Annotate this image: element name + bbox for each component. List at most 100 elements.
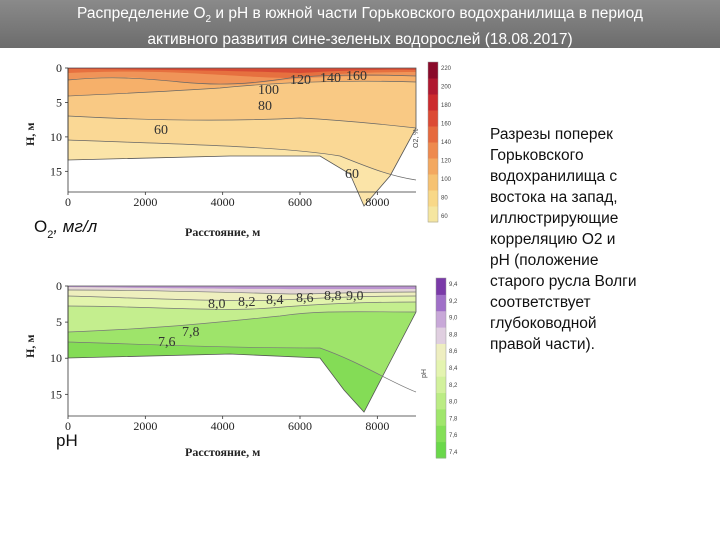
o2-section-svg: 120 100 80 60 140 160 60 0 2000 4000 6000 80… — [20, 56, 452, 240]
x-tick-label: 2000 — [133, 419, 157, 433]
colorbar-swatch — [436, 376, 446, 394]
ph-panel-label: рН — [56, 431, 78, 450]
o2-colorbar-label: О2, % — [413, 129, 420, 148]
o2-section-figure: 120 100 80 60 140 160 60 0 2000 4000 6000 80… — [20, 56, 460, 240]
x-tick-label: 0 — [65, 195, 71, 209]
colorbar-frame — [435, 277, 447, 459]
o2-xlabel: Расстояние, м — [185, 225, 260, 239]
x-tick-label: 4000 — [211, 419, 235, 433]
colorbar-tick-label: 120 — [441, 159, 452, 165]
description-line: водохранилища с — [490, 168, 618, 185]
ph-contour-label: 8,2 — [238, 295, 256, 310]
ph-bottom-outline — [67, 285, 417, 413]
y-tick-label: 0 — [56, 279, 62, 293]
ph-contour-label: 8,0 — [208, 297, 226, 312]
title-part: и рН в южной части Горьковского водохран… — [211, 5, 643, 22]
y-tick-label: 15 — [50, 387, 62, 401]
o2-bottom-outline — [67, 67, 417, 207]
colorbar-swatch — [428, 190, 438, 207]
ph-section-svg: 8,0 8,2 8,4 8,6 8,8 9,0 7,6 7,8 0 2000 400… — [20, 272, 458, 462]
colorbar-swatch — [436, 294, 446, 312]
colorbar-tick-label: 80 — [441, 196, 448, 202]
colorbar-tick-label: 7,8 — [449, 416, 458, 422]
ph-band-90 — [68, 286, 416, 290]
ph-colorbar: 9,4 9,2 9,0 8,8 8,6 8,4 8,2 8,0 7,8 7,6 7,4 — [435, 277, 458, 459]
ph-contour-label: 7,6 — [158, 335, 176, 350]
colorbar-swatch — [428, 110, 438, 127]
y-tick-label: 15 — [50, 164, 62, 178]
slide-header: Распределение О2 и рН в южной части Горь… — [0, 0, 720, 48]
colorbar-swatch — [428, 94, 438, 111]
colorbar-tick-label: 140 — [441, 140, 452, 146]
x-tick-label: 8000 — [365, 195, 389, 209]
ph-ylabel: Н, м — [23, 334, 37, 358]
colorbar-swatch — [428, 78, 438, 95]
title-sub: 2 — [205, 14, 212, 26]
description-line: корреляцию О2 и — [490, 231, 616, 248]
colorbar-swatch — [436, 343, 446, 361]
ph-contour-label: 8,4 — [266, 293, 284, 308]
ph-contour-label: 9,0 — [346, 289, 364, 304]
x-tick-label: 2000 — [133, 195, 157, 209]
y-tick-label: 5 — [56, 95, 62, 109]
y-tick-label: 5 — [56, 315, 62, 329]
description-line: иллюстрирующие — [490, 210, 619, 227]
colorbar-tick-label: 8,4 — [449, 366, 458, 372]
y-tick-label: 10 — [50, 130, 62, 144]
y-tick-label: 10 — [50, 351, 62, 365]
description-line: глубоководной — [490, 315, 597, 332]
colorbar-tick-label: 160 — [441, 122, 452, 128]
colorbar-tick-label: 200 — [441, 85, 452, 91]
colorbar-swatch — [428, 206, 438, 223]
x-tick-label: 6000 — [288, 195, 312, 209]
o2-colorbar: 220 200 180 160 140 120 100 80 60 — [427, 61, 452, 223]
ph-xlabel: Расстояние, м — [185, 445, 260, 459]
colorbar-tick-label: 220 — [441, 66, 452, 72]
description-text: Разрезы поперек Горьковского водохранилища… — [490, 124, 690, 355]
description-line: Горьковского — [490, 147, 584, 164]
colorbar-tick-label: 9,4 — [449, 282, 458, 288]
o2-contour-label: 80 — [258, 99, 272, 114]
title-line2: активного развития сине-зеленых водоросл… — [147, 31, 573, 49]
colorbar-swatch — [428, 126, 438, 143]
title-part: Распределение О — [77, 5, 206, 22]
colorbar-frame — [427, 61, 439, 223]
colorbar-swatch — [436, 392, 446, 410]
o2-panel-label-unit: , мг/л — [53, 217, 97, 236]
x-tick-label: 6000 — [288, 419, 312, 433]
o2-contour-label: 60 — [154, 123, 168, 138]
colorbar-tick-label: 8,2 — [449, 383, 458, 389]
ph-contour-label: 7,8 — [182, 325, 200, 340]
description-line: востока на запад, — [490, 189, 618, 206]
colorbar-tick-label: 9,0 — [449, 316, 458, 322]
colorbar-swatch — [436, 425, 446, 443]
description-line: Разрезы поперек — [490, 126, 613, 143]
o2-panel-label-main: О — [34, 217, 47, 236]
ph-section-figure: 8,0 8,2 8,4 8,6 8,8 9,0 7,6 7,8 0 2000 400… — [20, 272, 460, 462]
colorbar-tick-label: 60 — [441, 214, 448, 220]
o2-contour-label: 60 — [345, 167, 359, 182]
x-tick-label: 0 — [65, 419, 71, 433]
description-line: рН (положение — [490, 252, 599, 269]
colorbar-tick-label: 7,6 — [449, 433, 458, 439]
o2-contour-label: 120 — [290, 73, 311, 88]
colorbar-tick-label: 100 — [441, 177, 452, 183]
colorbar-swatch — [436, 278, 446, 295]
o2-contour-label: 160 — [346, 69, 367, 84]
colorbar-swatch — [428, 62, 438, 79]
x-tick-label: 8000 — [365, 419, 389, 433]
o2-panel-label: О2, мг/л — [34, 217, 98, 240]
o2-contour-label: 100 — [258, 83, 279, 98]
description-line: соответствует — [490, 294, 591, 311]
colorbar-swatch — [436, 441, 446, 459]
colorbar-swatch — [436, 359, 446, 377]
ph-axes: 0 2000 4000 6000 8000 0 5 10 15 — [50, 279, 416, 433]
description-line: старого русла Волги — [490, 273, 637, 290]
ph-contour-label: 8,6 — [296, 291, 314, 306]
colorbar-swatch — [436, 310, 446, 328]
ph-contours — [67, 289, 417, 393]
colorbar-tick-label: 7,4 — [449, 450, 458, 456]
colorbar-tick-label: 9,2 — [449, 299, 458, 305]
colorbar-tick-label: 8,6 — [449, 349, 458, 355]
colorbar-swatch — [436, 327, 446, 344]
